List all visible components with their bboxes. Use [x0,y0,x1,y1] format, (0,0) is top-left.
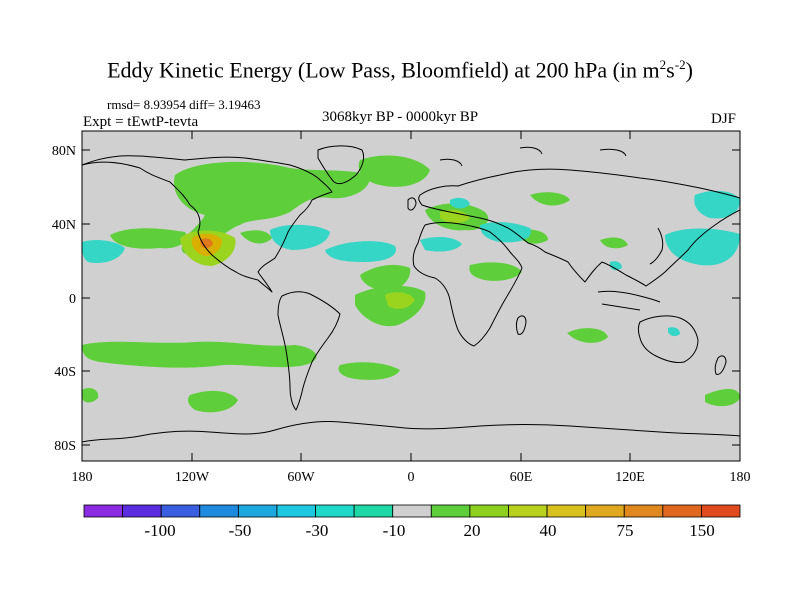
lat-label: 40S [54,365,76,380]
anomaly-africa-asia [480,222,531,243]
lon-label: 180 [730,470,751,485]
colorbar-label: 75 [617,521,634,540]
coast-indonesia [597,290,661,311]
colorbar-swatch [122,504,162,518]
coast-south-america [277,291,341,411]
colorbar-swatch [662,504,702,518]
colorbar-swatch [276,504,316,518]
anomaly-nw-pacific [665,228,740,266]
lon-label: 120E [615,470,645,485]
colorbar-swatch [83,504,123,518]
anomaly-equatorial-atlantic-core [385,292,415,309]
coast-australia [638,315,699,363]
coast-greenland [317,145,365,185]
colorbar-swatch [623,504,664,518]
anomaly-south-atlantic [338,362,400,380]
lon-label: 60W [287,470,315,485]
colorbar-swatch [199,504,239,518]
anomaly-north-pacific-band [110,228,187,249]
period-label: 3068kyr BP - 0000kyr BP [322,109,479,125]
anomaly-europe-small [450,197,470,209]
colorbar-swatch [585,504,625,518]
season-label: DJF [711,111,737,127]
colorbar-swatch [237,504,278,518]
anomaly-east-asia [600,237,628,249]
lat-label: 40N [52,218,76,233]
colorbar-label: 150 [689,521,715,540]
coast-japan [649,227,664,265]
colorbar-label: -50 [229,521,252,540]
anomaly-east-africa [469,262,522,281]
anomaly-southern-ocean-mid [187,390,238,413]
coast-eurasia [418,168,740,287]
plot-title: Eddy Kinetic Energy (Low Pass, Bloomfiel… [107,57,693,83]
tick-marks [81,131,741,461]
lon-label: 60E [510,470,533,485]
anomaly-southern-ocean-east [705,389,740,407]
coast-north-america [82,155,333,293]
anomaly-pacific-coast [240,230,272,244]
anomaly-subtropical-north-atlantic [325,241,396,262]
anomaly-australia-small [668,327,680,337]
coast-antarctica [82,421,740,443]
anomaly-greenland-north-atlantic [358,155,430,187]
coast-new-zealand [714,355,727,375]
lat-labels: 80N 40N 0 40S 80S [52,144,76,454]
anomaly-central-asia [530,192,570,206]
colorbar-swatch [546,504,587,518]
colorbar-swatch [430,504,471,518]
lon-label: 180 [72,470,93,485]
colorbar-label: -100 [144,521,175,540]
strong-positive-anomalies [180,210,470,309]
anomaly-north-pacific-east [270,224,330,250]
anomaly-south-pacific [82,341,317,368]
colorbar-swatch [315,504,355,518]
negative-anomalies [82,190,740,337]
coast-madagascar [516,315,527,335]
anomaly-mexico-core [200,238,213,249]
colorbar-labels: -100 -50 -30 -10 20 40 75 150 [144,521,714,540]
colorbar-label: 40 [540,521,557,540]
anomaly-north-pacific-top [694,190,740,219]
colorbar-label: -10 [383,521,406,540]
lon-label: 0 [408,470,415,485]
colorbar-label: -30 [306,521,329,540]
coast-africa [412,222,523,347]
anomaly-eastern-pacific [82,240,125,264]
anomaly-subtropical-atlantic-east [420,236,462,252]
colorbar-label: 20 [464,521,481,540]
lon-labels: 180 120W 60W 0 60E 120E 180 [72,470,751,485]
anomaly-china-small [610,261,622,271]
anomaly-indian-ocean [567,328,608,343]
colorbar [83,504,741,518]
stats-label: rmsd= 8.93954 diff= 3.19463 [107,97,261,112]
lat-label: 80N [52,144,76,159]
colorbar-swatch [353,504,394,518]
anomaly-west-africa [360,264,411,292]
colorbar-swatch [701,504,741,518]
lat-label: 80S [54,439,76,454]
anomaly-mediterranean-core [440,210,470,224]
coastlines [82,145,740,443]
coast-uk [407,197,417,211]
experiment-label: Expt = tEwtP-tevta [83,114,199,130]
lon-label: 120W [175,470,210,485]
colorbar-swatch [160,504,201,518]
anomaly-southern-ocean-left [82,387,99,403]
coast-arctic-islands [439,146,627,167]
colorbar-swatch [392,504,432,518]
colorbar-swatch [508,504,548,518]
colorbar-swatch [469,504,509,518]
anomaly-north-america-atlantic [174,161,371,255]
lat-label: 0 [69,292,76,307]
